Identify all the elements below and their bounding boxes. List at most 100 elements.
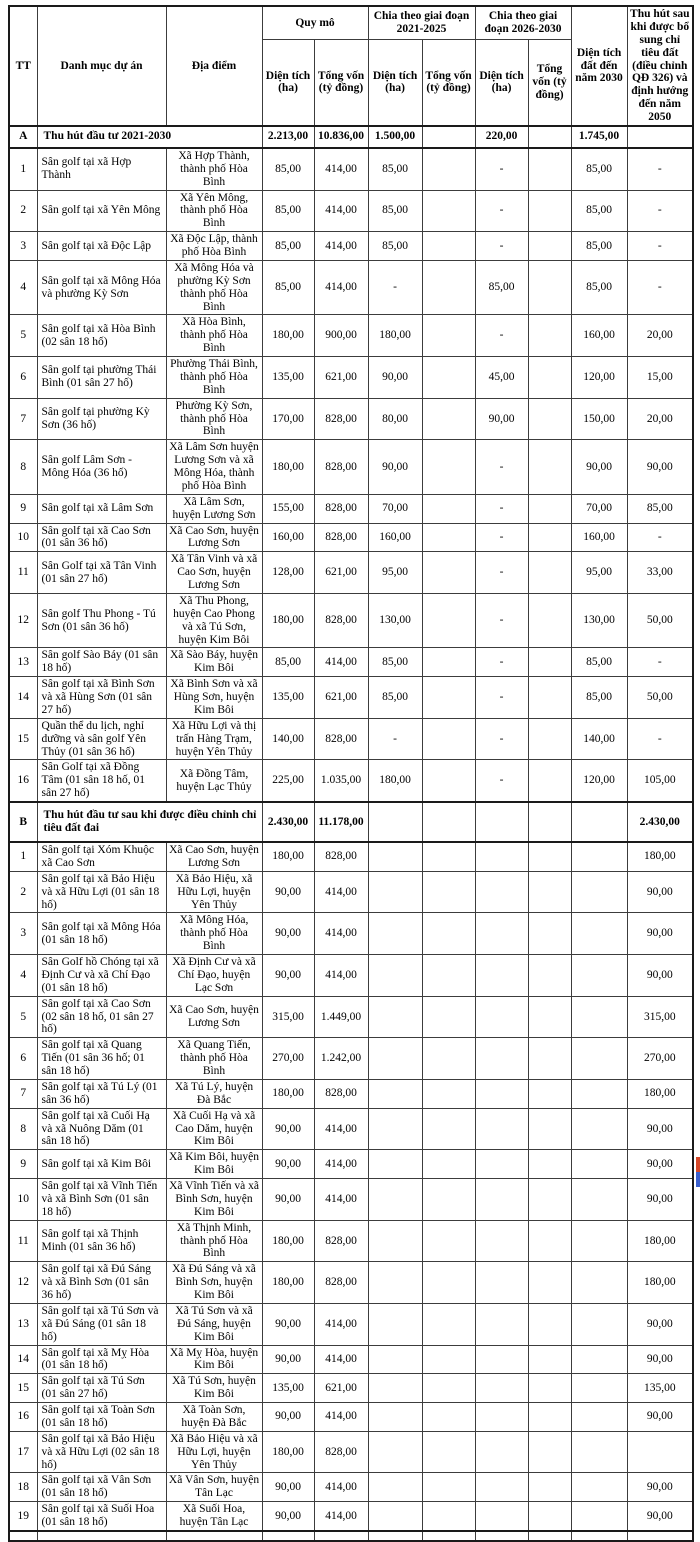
clipped-cell xyxy=(367,1529,423,1542)
cell-stage1-capital xyxy=(421,356,476,399)
header-sub-row: Diện tích (ha) Tổng vốn (tỷ đồng) Diện t… xyxy=(9,38,693,127)
cell-tt: 12 xyxy=(8,592,38,649)
cell-stage1-capital xyxy=(421,189,476,233)
cell-land-2030: 95,00 xyxy=(570,551,628,594)
table-row: 5 Sân golf tại xã Hòa Bình (02 sân 18 hố)… xyxy=(8,314,694,357)
cell-stage2-capital xyxy=(527,551,572,594)
cell-scale-capital: 828,00 xyxy=(313,1078,369,1109)
clipped-cell xyxy=(421,1529,476,1542)
table-row: 19 Sân golf tại xã Suối Hoa (01 sân 18 hố… xyxy=(8,1501,694,1532)
cell-scale-area: 90,00 xyxy=(261,912,315,955)
cell-location: Xã Vân Sơn, huyện Tân Lạc xyxy=(165,1472,263,1503)
cell-project: Sân golf tại xã Bình Sơn và xã Hùng Sơn … xyxy=(36,676,167,719)
cell-stage1-area xyxy=(367,870,423,914)
cell-stage2-area: - xyxy=(474,522,529,553)
table-header: TT Danh mục dự án Địa điểm Quy mô Chia t… xyxy=(8,5,694,127)
cell-stage1-area: 85,00 xyxy=(367,147,423,191)
cell-scale-capital: 621,00 xyxy=(313,676,369,719)
cell-land-2030: 90,00 xyxy=(570,439,628,495)
table-row: 12 Sân golf Thu Phong - Tú Sơn (01 sân 36… xyxy=(8,592,694,649)
cell-stage2-capital xyxy=(527,592,572,649)
header-stage1-area: Diện tích (ha) xyxy=(367,38,423,127)
cell-scale-capital: 1.035,00 xyxy=(313,759,369,803)
table-row: 18 Sân golf tại xã Vân Sơn (01 sân 18 hố)… xyxy=(8,1472,694,1503)
cell-post-adjust: 33,00 xyxy=(626,551,694,594)
cell-land-2030 xyxy=(570,954,628,997)
cell-stage1-capital xyxy=(421,841,476,872)
cell-stage1-area: 80,00 xyxy=(367,397,423,441)
cell-post-adjust: 15,00 xyxy=(626,356,694,399)
cell-stage2-capital xyxy=(527,912,572,955)
cell-stage1-area xyxy=(367,841,423,872)
cell-land-2030: 120,00 xyxy=(570,356,628,399)
cell-stage1-area: 180,00 xyxy=(367,759,423,803)
cell-location: Xã Hữu Lợi và thị trấn Hàng Trạm, huyện … xyxy=(165,717,263,761)
cell-stage2-area: - xyxy=(474,759,529,803)
cell-scale-area: 180,00 xyxy=(261,1219,315,1263)
cell-land-2030: 160,00 xyxy=(570,314,628,357)
cell-stage2-area: 90,00 xyxy=(474,397,529,441)
cell-land-2030: 140,00 xyxy=(570,717,628,761)
cell-stage2-area xyxy=(474,1402,529,1432)
cell-stage1-area: 130,00 xyxy=(367,592,423,649)
cell-land-2030 xyxy=(570,841,628,872)
cell-stage2-area xyxy=(474,1501,529,1532)
cell-post-adjust: 90,00 xyxy=(626,1149,694,1179)
cell-tt: 16 xyxy=(8,759,38,803)
cell-project: Sân golf tại xã Lâm Sơn xyxy=(36,493,167,524)
cell-post-adjust: 105,00 xyxy=(626,759,694,803)
section-row: B Thu hút đầu tư sau khi được điều chỉnh … xyxy=(8,801,694,843)
cell-scale-area: 2.430,00 xyxy=(261,801,315,843)
table-row: 2 Sân golf tại xã Yên Mông Xã Yên Mông, th… xyxy=(8,189,694,233)
cell-stage1-capital xyxy=(421,1402,476,1432)
cell-stage1-area: - xyxy=(367,259,423,316)
artifact-stripe xyxy=(696,1157,700,1172)
cell-stage1-area: 90,00 xyxy=(367,356,423,399)
clipped-cell xyxy=(36,1529,167,1542)
cell-post-adjust: 90,00 xyxy=(626,439,694,495)
cell-scale-capital: 414,00 xyxy=(313,189,369,233)
cell-scale-area: 90,00 xyxy=(261,1302,315,1346)
cell-stage1-area xyxy=(367,1219,423,1263)
cell-stage1-area: 70,00 xyxy=(367,493,423,524)
header-scale-capital: Tổng vốn (tỷ đồng) xyxy=(313,38,369,127)
cell-stage1-capital xyxy=(421,870,476,914)
table-row: 16 Sân Golf tại xã Đồng Tâm (01 sân 18 hố… xyxy=(8,759,694,803)
cell-location: Xã Lâm Sơn huyện Lương Sơn và xã Mông Hó… xyxy=(165,439,263,495)
cell-scale-capital: 414,00 xyxy=(313,147,369,191)
cell-land-2030 xyxy=(570,870,628,914)
cell-project: Sân golf Sào Báy (01 sân 18 hố) xyxy=(36,647,167,678)
cell-post-adjust: 20,00 xyxy=(626,397,694,441)
cell-stage1-capital xyxy=(421,1302,476,1346)
cell-location: Xã Thịnh Minh, thành phố Hòa Bình xyxy=(165,1219,263,1263)
cell-land-2030: 85,00 xyxy=(570,231,628,261)
cell-scale-capital: 828,00 xyxy=(313,592,369,649)
cell-stage2-capital xyxy=(527,1219,572,1263)
cell-project: Quần thể du lịch, nghỉ dưỡng và sân golf… xyxy=(36,717,167,761)
cell-stage1-area xyxy=(367,1037,423,1080)
section-row: A Thu hút đầu tư 2021-2030 2.213,00 10.836,… xyxy=(8,124,694,149)
cell-stage1-capital xyxy=(421,1178,476,1221)
cell-stage1-capital xyxy=(421,1501,476,1532)
cell-scale-capital: 414,00 xyxy=(313,1402,369,1432)
cell-scale-capital: 414,00 xyxy=(313,870,369,914)
cell-stage1-capital xyxy=(421,1149,476,1179)
cell-stage1-capital xyxy=(421,1472,476,1503)
cell-stage1-capital xyxy=(421,1219,476,1263)
cell-tt: 11 xyxy=(8,1219,38,1263)
cell-location: Xã Tú Lý, huyện Đà Bắc xyxy=(165,1078,263,1109)
cell-stage2-area xyxy=(474,1302,529,1346)
cell-stage1-area: 85,00 xyxy=(367,189,423,233)
cell-post-adjust: 90,00 xyxy=(626,1472,694,1503)
cell-post-adjust: 85,00 xyxy=(626,493,694,524)
cell-location: Phường Kỳ Sơn, thành phố Hòa Bình xyxy=(165,397,263,441)
cell-stage2-capital xyxy=(527,1178,572,1221)
cell-post-adjust: 90,00 xyxy=(626,1178,694,1221)
cell-stage2-capital xyxy=(527,189,572,233)
cell-post-adjust: 90,00 xyxy=(626,954,694,997)
cell-stage1-area: 180,00 xyxy=(367,314,423,357)
cell-stage2-area: - xyxy=(474,189,529,233)
cell-tt: 7 xyxy=(8,397,38,441)
cell-location: Xã Bảo Hiệu, xã Hữu Lợi, huyện Yên Thủy xyxy=(165,870,263,914)
cell-scale-area: 180,00 xyxy=(261,439,315,495)
